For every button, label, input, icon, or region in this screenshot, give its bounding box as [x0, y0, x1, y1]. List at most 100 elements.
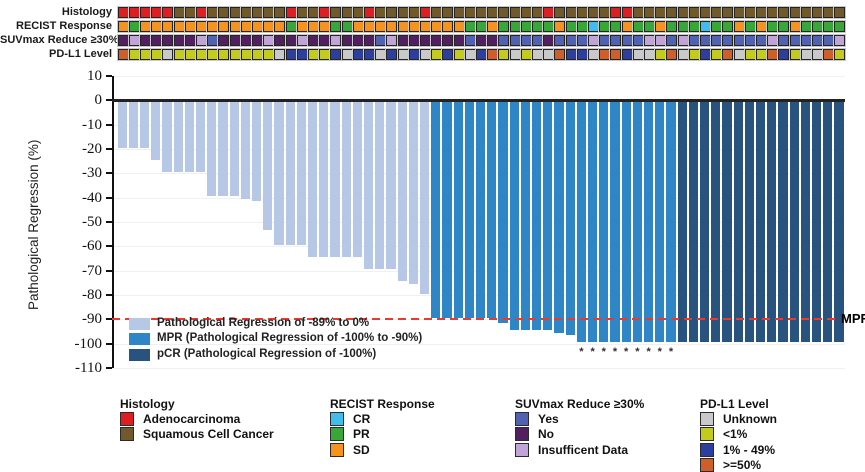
track-cell — [362, 6, 376, 19]
bar-patient — [117, 101, 127, 148]
track-cell — [698, 34, 712, 47]
track-cell — [598, 20, 612, 33]
track-cell — [542, 48, 556, 61]
track-cell — [642, 48, 656, 61]
track-cell — [486, 48, 500, 61]
y-axis-line — [112, 75, 114, 368]
track-cell — [564, 48, 578, 61]
gridline — [112, 75, 845, 77]
bar-patient — [431, 101, 441, 318]
track-cell — [262, 6, 276, 19]
track-cell — [474, 48, 488, 61]
track-cell — [161, 6, 175, 19]
y-tick — [106, 245, 112, 248]
track-cell — [396, 20, 410, 33]
bar-patient — [778, 101, 788, 343]
track-cell — [183, 6, 197, 19]
legend-label-unk: Unknown — [723, 412, 777, 426]
track-cell — [508, 6, 522, 19]
track-cell — [396, 6, 410, 19]
track-cell — [127, 48, 141, 61]
track-cell — [340, 6, 354, 19]
track-cell — [206, 34, 220, 47]
bar-patient — [240, 101, 251, 199]
legend-label-ins: Insufficent Data — [538, 442, 629, 457]
track-cell — [732, 6, 746, 19]
y-tick-label: -70 — [82, 262, 102, 279]
plot-legend-swatch-mpr — [129, 333, 150, 346]
bar-patient — [195, 101, 206, 172]
bar-patient — [733, 101, 743, 343]
track-cell — [732, 20, 746, 33]
track-cell — [150, 6, 164, 19]
bar-patient — [319, 101, 329, 258]
y-tick-label: -110 — [75, 359, 102, 376]
track-cell — [284, 20, 298, 33]
track-cell — [710, 20, 724, 33]
track-cell — [732, 34, 746, 47]
legend-group-title-recist: RECIST Response — [330, 397, 435, 411]
bar-patient — [800, 101, 811, 343]
track-cell — [497, 48, 511, 61]
track-cell — [138, 20, 152, 33]
bar-patient — [464, 101, 475, 318]
track-cell — [732, 48, 746, 61]
track-cell — [463, 6, 477, 19]
track-cell — [441, 34, 455, 47]
track-cell — [172, 48, 186, 61]
track-cell — [452, 48, 466, 61]
track-cell — [351, 6, 365, 19]
track-cell — [586, 34, 600, 47]
track-cell — [206, 20, 220, 33]
track-cell — [374, 34, 388, 47]
bar-patient — [699, 101, 710, 343]
track-cell — [262, 20, 276, 33]
y-tick — [106, 342, 112, 345]
track-cell — [654, 6, 668, 19]
track-cell — [598, 6, 612, 19]
track-cell — [239, 48, 253, 61]
track-cell — [676, 34, 690, 47]
track-cell — [609, 34, 623, 47]
bar-patient — [487, 101, 497, 318]
track-cell — [351, 48, 365, 61]
bar-patient — [632, 101, 643, 343]
track-cell — [822, 20, 836, 33]
track-cell — [463, 20, 477, 33]
track-cell — [598, 34, 612, 47]
track-cell — [743, 48, 757, 61]
track-cell — [295, 6, 309, 19]
legend-group-title-suv: SUVmax Reduce ≥30% — [515, 397, 645, 411]
plot-legend-label-mpr: MPR (Pathological Regression of -100% to… — [157, 332, 423, 345]
bar-patient — [453, 101, 463, 318]
bar-patient — [274, 101, 284, 245]
bar-patient — [711, 101, 721, 343]
track-cell — [295, 20, 309, 33]
bar-patient — [296, 101, 307, 245]
track-cell — [329, 20, 343, 33]
track-cell — [217, 20, 231, 33]
track-cell — [194, 48, 208, 61]
track-cell — [441, 6, 455, 19]
track-cell — [822, 6, 836, 19]
y-tick — [106, 172, 112, 175]
bar-patient — [352, 101, 363, 258]
track-cell — [463, 34, 477, 47]
track-cell — [183, 20, 197, 33]
track-cell — [150, 20, 164, 33]
track-cell — [777, 48, 791, 61]
legend-label-no: No — [538, 427, 554, 442]
track-cell — [194, 6, 208, 19]
track-cell — [620, 6, 634, 19]
legend-swatch-no — [515, 427, 529, 442]
legend-label-sqcc: Squamous Cell Cancer — [143, 427, 274, 442]
plot-legend-swatch-pcr — [129, 348, 150, 361]
bar-patient — [655, 101, 665, 343]
y-tick-label: -90 — [82, 311, 102, 328]
track-cell — [810, 34, 824, 47]
track-cell — [754, 20, 768, 33]
track-cell — [250, 6, 264, 19]
y-tick — [106, 147, 112, 150]
track-cell — [250, 48, 264, 61]
track-cell — [385, 20, 399, 33]
